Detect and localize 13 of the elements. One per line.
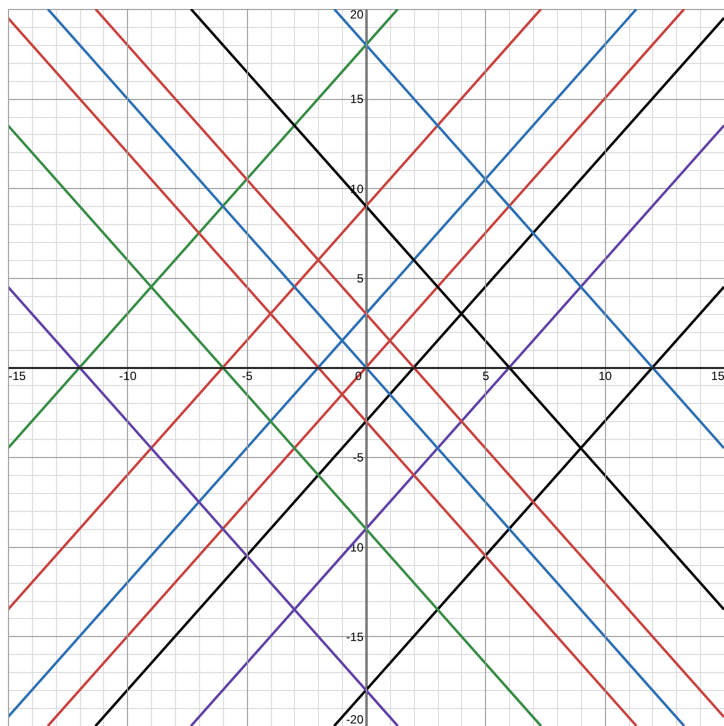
- y-tick-label: -15: [346, 630, 364, 644]
- y-tick-label: 15: [350, 92, 364, 106]
- x-tick-label: 0: [355, 369, 362, 383]
- y-tick-label: -5: [352, 450, 364, 465]
- x-tick-label: -10: [119, 369, 137, 383]
- y-tick-label: -20: [346, 712, 364, 726]
- x-tick-label: 5: [482, 369, 490, 383]
- y-tick-label: 5: [356, 271, 364, 286]
- x-tick-label: -15: [8, 369, 26, 383]
- x-tick-label: 10: [598, 369, 612, 383]
- x-tick-label: 15: [711, 369, 724, 383]
- y-tick-label: 20: [350, 8, 364, 22]
- x-tick-label: -5: [242, 369, 253, 383]
